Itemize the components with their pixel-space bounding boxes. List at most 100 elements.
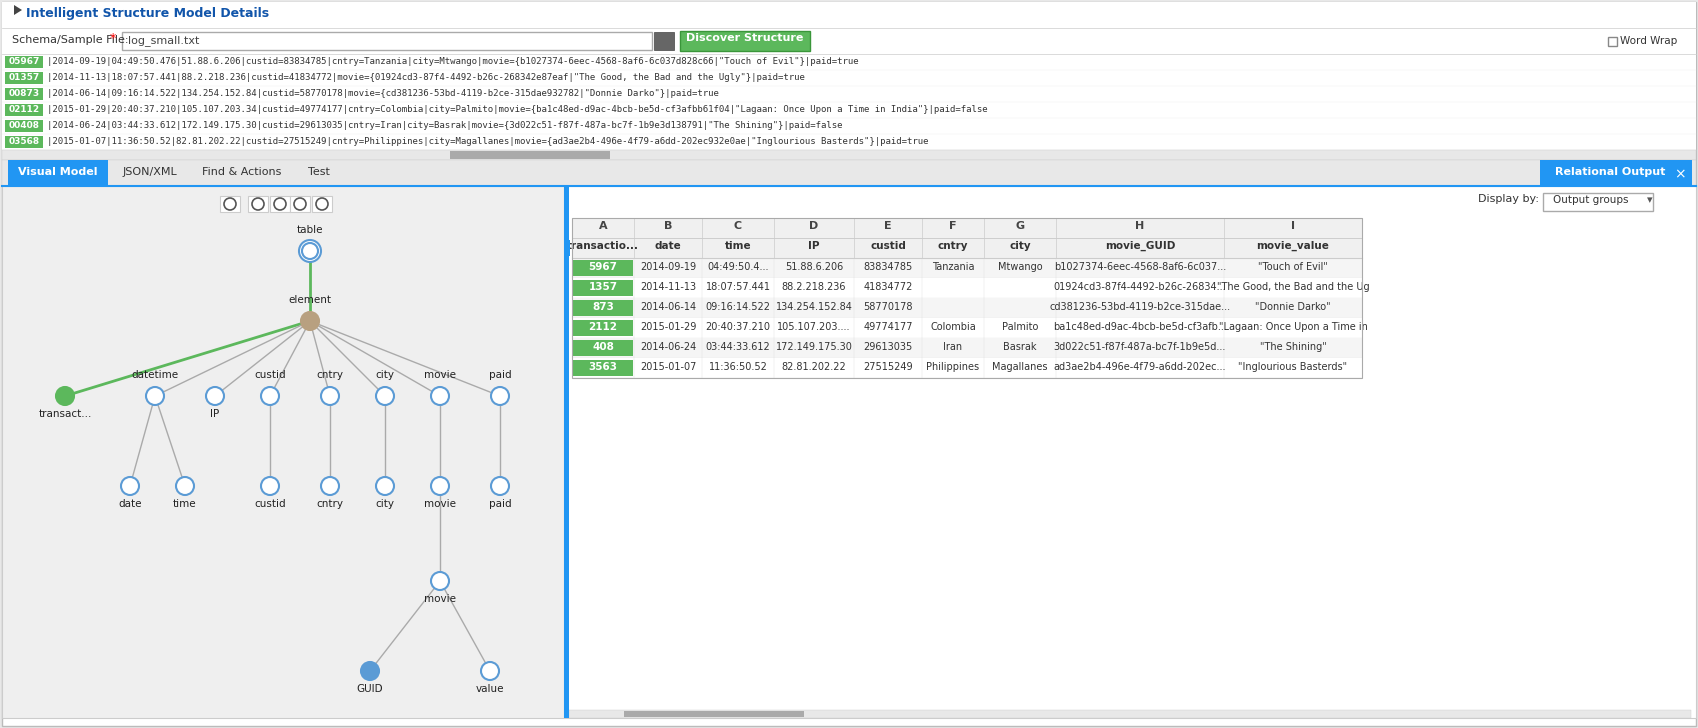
Text: |2014-06-14|09:16:14.522|134.254.152.84|custid=58770178|movie={cd381236-53bd-411: |2014-06-14|09:16:14.522|134.254.152.84|… [48, 89, 718, 98]
Text: cd381236-53bd-4119-b2ce-315dae...: cd381236-53bd-4119-b2ce-315dae... [1049, 302, 1231, 312]
Text: *: * [110, 32, 115, 45]
Text: C: C [734, 221, 742, 231]
Text: D: D [810, 221, 818, 231]
Bar [2, 86, 1696, 102]
Bar [2, 54, 1696, 70]
Bar [572, 338, 1362, 358]
Text: custid: custid [255, 370, 285, 380]
Text: 3d022c51-f87f-487a-bc7f-1b9e5d...: 3d022c51-f87f-487a-bc7f-1b9e5d... [1054, 342, 1226, 352]
Text: |2014-09-19|04:49:50.476|51.88.6.206|custid=83834785|cntry=Tanzania|city=Mtwango: |2014-09-19|04:49:50.476|51.88.6.206|cus… [48, 57, 859, 66]
Bar [2, 102, 1696, 118]
Text: time: time [173, 499, 197, 509]
Text: "Donnie Darko": "Donnie Darko" [1255, 302, 1331, 312]
Text: B: B [664, 221, 672, 231]
Bar [572, 218, 1362, 378]
Circle shape [146, 387, 165, 405]
Text: 11:36:50.52: 11:36:50.52 [708, 362, 767, 372]
Text: 29613035: 29613035 [863, 342, 912, 352]
Text: 02112: 02112 [8, 105, 39, 114]
Bar [679, 31, 810, 51]
Bar [572, 260, 633, 276]
Circle shape [375, 387, 394, 405]
Text: Intelligent Structure Model Details: Intelligent Structure Model Details [25, 7, 268, 20]
Text: 82.81.202.22: 82.81.202.22 [781, 362, 846, 372]
Bar [654, 32, 674, 50]
Text: "Inglourious Basterds": "Inglourious Basterds" [1238, 362, 1348, 372]
Text: city: city [375, 499, 394, 509]
Text: 83834785: 83834785 [863, 262, 912, 272]
Circle shape [321, 387, 340, 405]
Text: |2014-11-13|18:07:57.441|88.2.218.236|custid=41834772|movie={01924cd3-87f4-4492-: |2014-11-13|18:07:57.441|88.2.218.236|cu… [48, 73, 805, 82]
Text: cntry: cntry [316, 370, 343, 380]
Text: Colombia: Colombia [931, 322, 976, 332]
Circle shape [261, 477, 278, 495]
Text: G: G [1015, 221, 1024, 231]
Text: 2014-06-24: 2014-06-24 [640, 342, 696, 352]
Bar [5, 72, 42, 84]
Text: |2014-06-24|03:44:33.612|172.149.175.30|custid=29613035|cntry=Iran|city=Basrak|m: |2014-06-24|03:44:33.612|172.149.175.30|… [48, 121, 842, 130]
Text: movie: movie [424, 594, 457, 604]
Text: Find & Actions: Find & Actions [202, 167, 282, 177]
Text: Discover Structure: Discover Structure [686, 33, 803, 43]
Text: city: city [375, 370, 394, 380]
Circle shape [177, 477, 194, 495]
Bar [572, 360, 633, 376]
Text: 18:07:57.441: 18:07:57.441 [705, 282, 771, 292]
Polygon shape [14, 5, 22, 15]
Text: Schema/Sample File:: Schema/Sample File: [12, 35, 129, 45]
Text: 01357: 01357 [8, 73, 39, 82]
Text: 09:16:14.522: 09:16:14.522 [705, 302, 771, 312]
Text: 41834772: 41834772 [863, 282, 914, 292]
Text: 03:44:33.612: 03:44:33.612 [706, 342, 771, 352]
Text: IP: IP [808, 241, 820, 251]
Bar [2, 186, 564, 718]
Circle shape [431, 387, 448, 405]
Circle shape [375, 477, 394, 495]
Text: JSON/XML: JSON/XML [122, 167, 177, 177]
Text: custid: custid [255, 499, 285, 509]
Bar [2, 160, 1696, 186]
Bar [572, 318, 1362, 338]
Text: log_small.txt: log_small.txt [127, 35, 199, 46]
Text: time: time [725, 241, 751, 251]
Circle shape [261, 387, 278, 405]
Bar [623, 711, 803, 717]
Text: Relational Output: Relational Output [1555, 167, 1666, 177]
Bar [572, 300, 633, 316]
Text: 00873: 00873 [8, 89, 39, 98]
Text: cntry: cntry [937, 241, 968, 251]
Text: 2014-11-13: 2014-11-13 [640, 282, 696, 292]
Text: 2015-01-07: 2015-01-07 [640, 362, 696, 372]
Text: ▾: ▾ [1647, 195, 1652, 205]
Bar [572, 320, 633, 336]
Circle shape [431, 572, 448, 590]
Text: movie_GUID: movie_GUID [1105, 241, 1175, 251]
Bar [221, 196, 239, 212]
Bar [572, 280, 633, 296]
Text: table: table [297, 225, 323, 235]
Text: Iran: Iran [944, 342, 963, 352]
Text: E: E [885, 221, 891, 231]
Bar [2, 150, 1696, 160]
Text: 20:40:37.210: 20:40:37.210 [705, 322, 771, 332]
Text: ×: × [1674, 167, 1686, 181]
Text: Word Wrap: Word Wrap [1620, 36, 1678, 46]
Text: 03568: 03568 [8, 137, 39, 146]
Text: 58770178: 58770178 [863, 302, 914, 312]
Bar [5, 88, 42, 100]
Text: paid: paid [489, 370, 511, 380]
Bar [5, 136, 42, 148]
Text: Philippines: Philippines [927, 362, 980, 372]
Bar [572, 278, 1362, 298]
Bar [572, 340, 633, 356]
Circle shape [491, 477, 509, 495]
Text: Visual Model: Visual Model [19, 167, 98, 177]
Bar [122, 32, 652, 50]
Text: transact...: transact... [39, 409, 92, 419]
Text: movie_value: movie_value [1257, 241, 1330, 251]
Bar [450, 151, 610, 159]
Bar [5, 56, 42, 68]
Text: F: F [949, 221, 956, 231]
Bar [1608, 37, 1616, 46]
Circle shape [56, 387, 75, 405]
